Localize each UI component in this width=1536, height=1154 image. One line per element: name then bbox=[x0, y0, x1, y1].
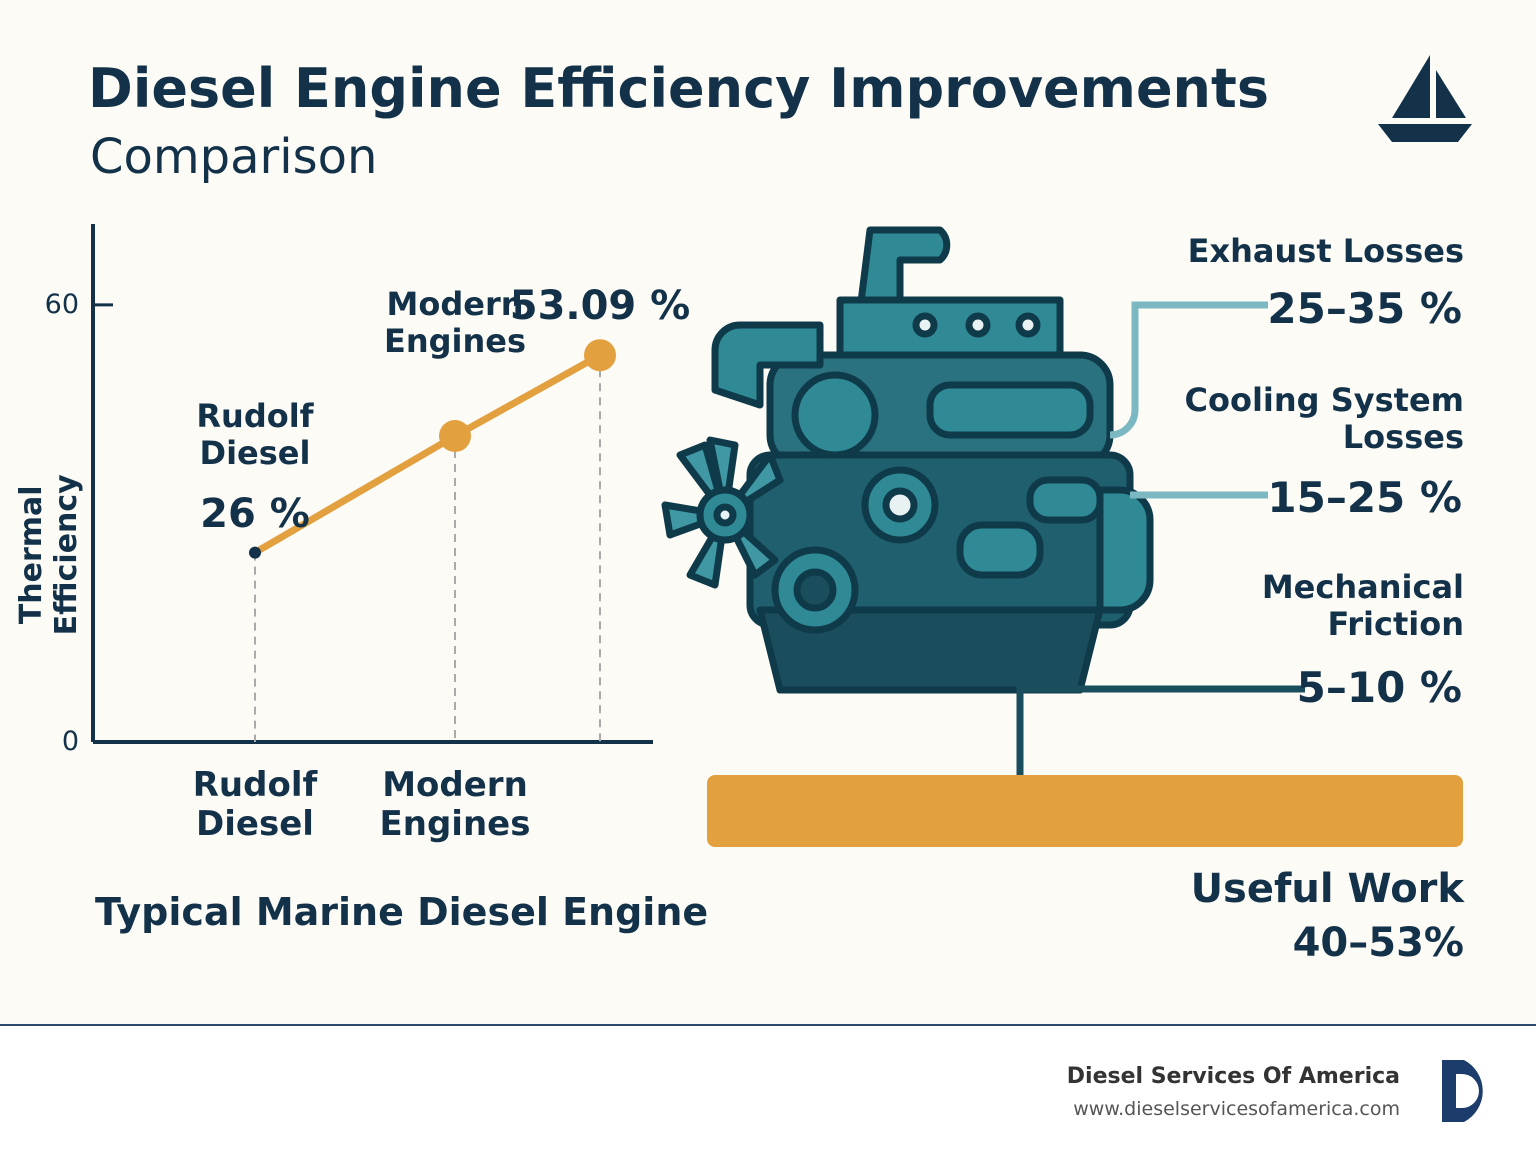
chart bbox=[91, 224, 653, 744]
loss-name: Mechanical Friction bbox=[1261, 568, 1464, 644]
point bbox=[249, 546, 261, 559]
value-label: 53.09 % bbox=[509, 283, 691, 330]
annotation: Modern Engines bbox=[383, 285, 527, 361]
sailboat-icon bbox=[1378, 55, 1472, 142]
caption: Typical Marine Diesel Engine bbox=[95, 890, 709, 934]
engine-illustration bbox=[661, 226, 1154, 694]
useful-work-bar bbox=[707, 775, 1463, 847]
exhaust-connector bbox=[1109, 301, 1268, 439]
y-tick-label: 0 bbox=[61, 726, 79, 757]
annotation: Rudolf Diesel bbox=[196, 396, 314, 472]
point bbox=[584, 339, 616, 372]
x-tick-label: Rudolf Diesel bbox=[192, 765, 318, 845]
loss-range: 25–35 % bbox=[1267, 284, 1462, 333]
loss-name: Exhaust Losses bbox=[1187, 232, 1464, 270]
footer-company: Diesel Services Of America bbox=[1066, 1064, 1400, 1089]
y-axis-label: Thermal Efficiency bbox=[14, 474, 84, 636]
loss-name: Cooling System Losses bbox=[1184, 381, 1464, 457]
useful-work-name: Useful Work bbox=[1190, 866, 1464, 912]
useful-work-range: 40–53% bbox=[1292, 920, 1464, 966]
loss-range: 15–25 % bbox=[1267, 473, 1462, 522]
y-tick-label: 60 bbox=[44, 288, 79, 320]
x-tick-label: Modern Engines bbox=[379, 765, 531, 845]
point bbox=[439, 420, 471, 452]
title: Diesel Engine Efficiency Improvements bbox=[88, 57, 1269, 120]
footer-url: www.dieselservicesofamerica.com bbox=[1073, 1098, 1400, 1120]
friction-connector bbox=[1016, 685, 1305, 775]
loss-range: 5–10 % bbox=[1296, 663, 1462, 712]
value-label: 26 % bbox=[200, 490, 310, 537]
footer-bg bbox=[0, 1026, 1536, 1154]
logo bbox=[1442, 1060, 1483, 1122]
subtitle: Comparison bbox=[90, 129, 378, 185]
